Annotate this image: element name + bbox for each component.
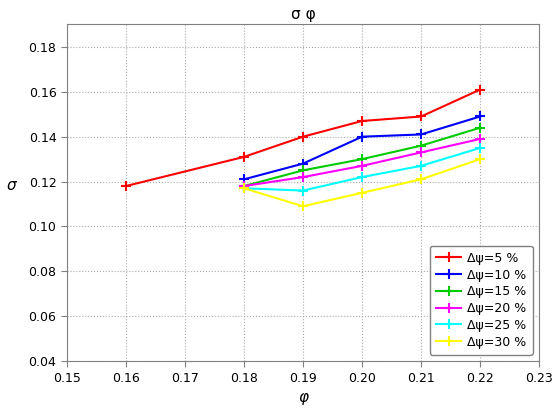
Δψ=5 % xyxy=(123,184,129,189)
Δψ=5 % xyxy=(300,134,306,139)
Line: Δψ=5 %: Δψ=5 % xyxy=(121,85,485,191)
Δψ=30 % xyxy=(241,186,248,191)
Line: Δψ=25 %: Δψ=25 % xyxy=(239,143,485,195)
Δψ=5 % xyxy=(418,114,424,119)
Line: Δψ=30 %: Δψ=30 % xyxy=(239,154,485,211)
Δψ=20 % xyxy=(300,175,306,180)
Title: σ φ: σ φ xyxy=(291,7,315,22)
Δψ=5 % xyxy=(477,87,483,92)
Δψ=30 % xyxy=(477,157,483,162)
Line: Δψ=20 %: Δψ=20 % xyxy=(239,134,485,191)
Δψ=15 % xyxy=(359,157,366,162)
Δψ=25 % xyxy=(359,175,366,180)
Δψ=5 % xyxy=(241,154,248,159)
Δψ=20 % xyxy=(359,164,366,169)
Line: Δψ=15 %: Δψ=15 % xyxy=(239,123,485,191)
Line: Δψ=10 %: Δψ=10 % xyxy=(239,112,485,184)
Y-axis label: σ: σ xyxy=(7,178,17,193)
Δψ=10 % xyxy=(477,114,483,119)
Δψ=30 % xyxy=(300,204,306,209)
Δψ=10 % xyxy=(418,132,424,137)
Δψ=15 % xyxy=(300,168,306,173)
Δψ=25 % xyxy=(477,145,483,150)
Δψ=5 % xyxy=(359,119,366,124)
Δψ=10 % xyxy=(359,134,366,139)
Δψ=15 % xyxy=(241,184,248,189)
Δψ=15 % xyxy=(418,143,424,148)
Δψ=25 % xyxy=(241,186,248,191)
Δψ=15 % xyxy=(477,125,483,130)
Δψ=20 % xyxy=(241,184,248,189)
Δψ=25 % xyxy=(418,164,424,169)
Legend: Δψ=5 %, Δψ=10 %, Δψ=15 %, Δψ=20 %, Δψ=25 %, Δψ=30 %: Δψ=5 %, Δψ=10 %, Δψ=15 %, Δψ=20 %, Δψ=25… xyxy=(430,246,533,355)
Δψ=25 % xyxy=(300,188,306,193)
X-axis label: φ: φ xyxy=(298,390,308,405)
Δψ=30 % xyxy=(418,177,424,182)
Δψ=20 % xyxy=(477,136,483,141)
Δψ=10 % xyxy=(300,161,306,166)
Δψ=10 % xyxy=(241,177,248,182)
Δψ=20 % xyxy=(418,150,424,155)
Δψ=30 % xyxy=(359,190,366,195)
